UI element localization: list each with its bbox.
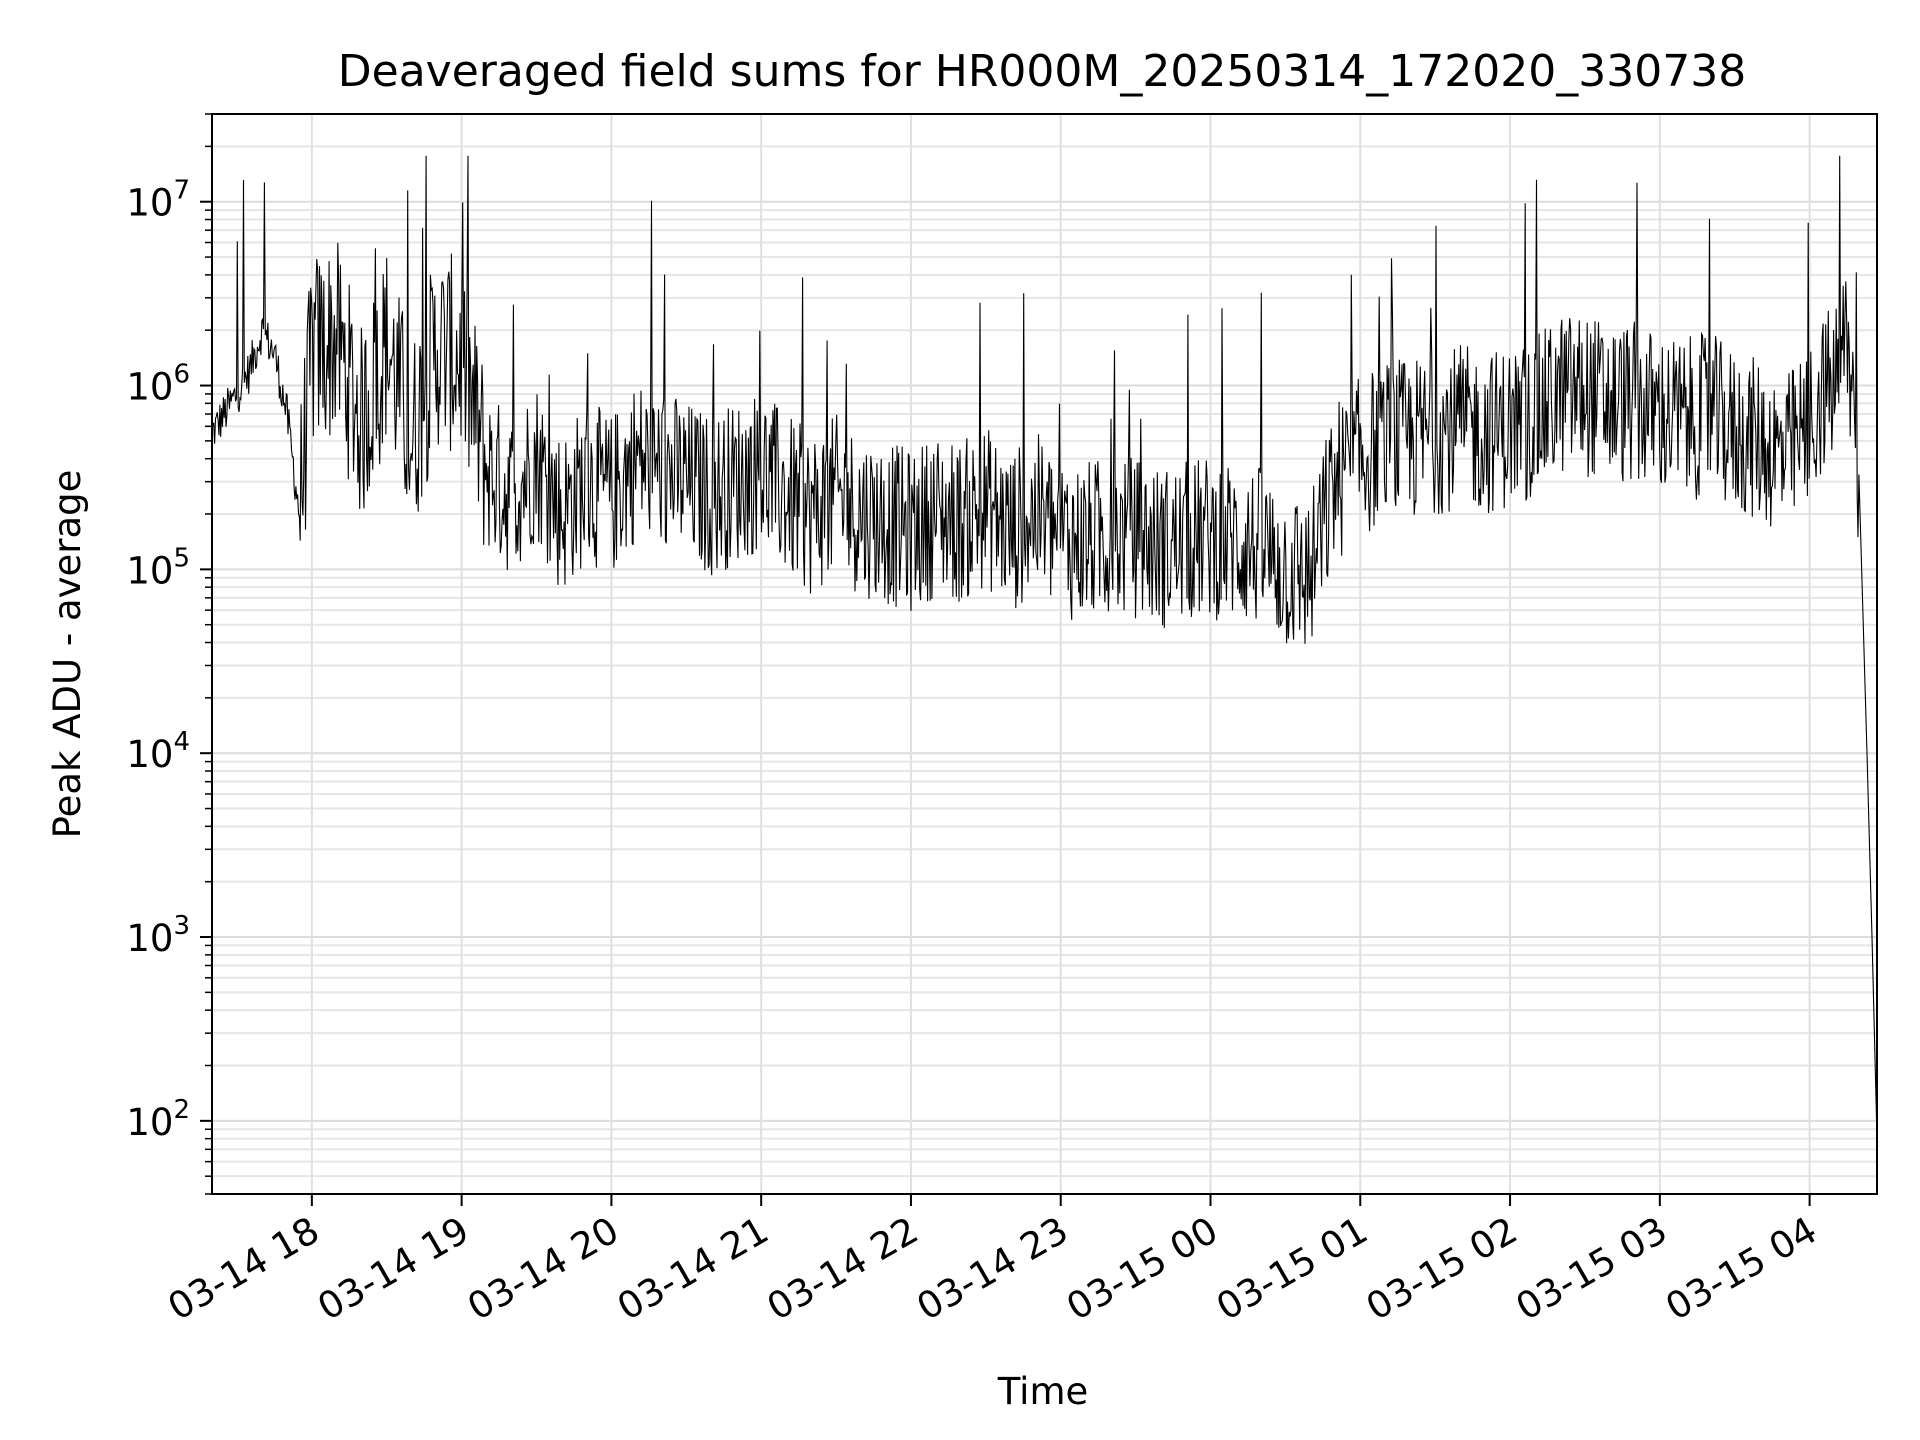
y-tick-label: 106 <box>126 360 190 409</box>
y-tick-label: 105 <box>126 543 190 592</box>
series-line-group <box>211 155 1878 1139</box>
y-axis-label: Peak ADU - average <box>46 470 89 839</box>
chart-title: Deaveraged field sums for HR000M_2025031… <box>338 46 1746 97</box>
grid-lines <box>212 113 1877 1195</box>
y-axis: 102 103 104 105 106 107 <box>126 113 212 1195</box>
series-line <box>211 155 1878 1139</box>
y-tick-label: 103 <box>126 911 190 960</box>
x-axis-label: Time <box>997 1370 1089 1413</box>
y-tick-label: 102 <box>126 1095 190 1144</box>
y-tick-label: 107 <box>126 176 190 225</box>
y-tick-label: 104 <box>126 727 190 776</box>
plot-frame <box>211 113 1878 1195</box>
